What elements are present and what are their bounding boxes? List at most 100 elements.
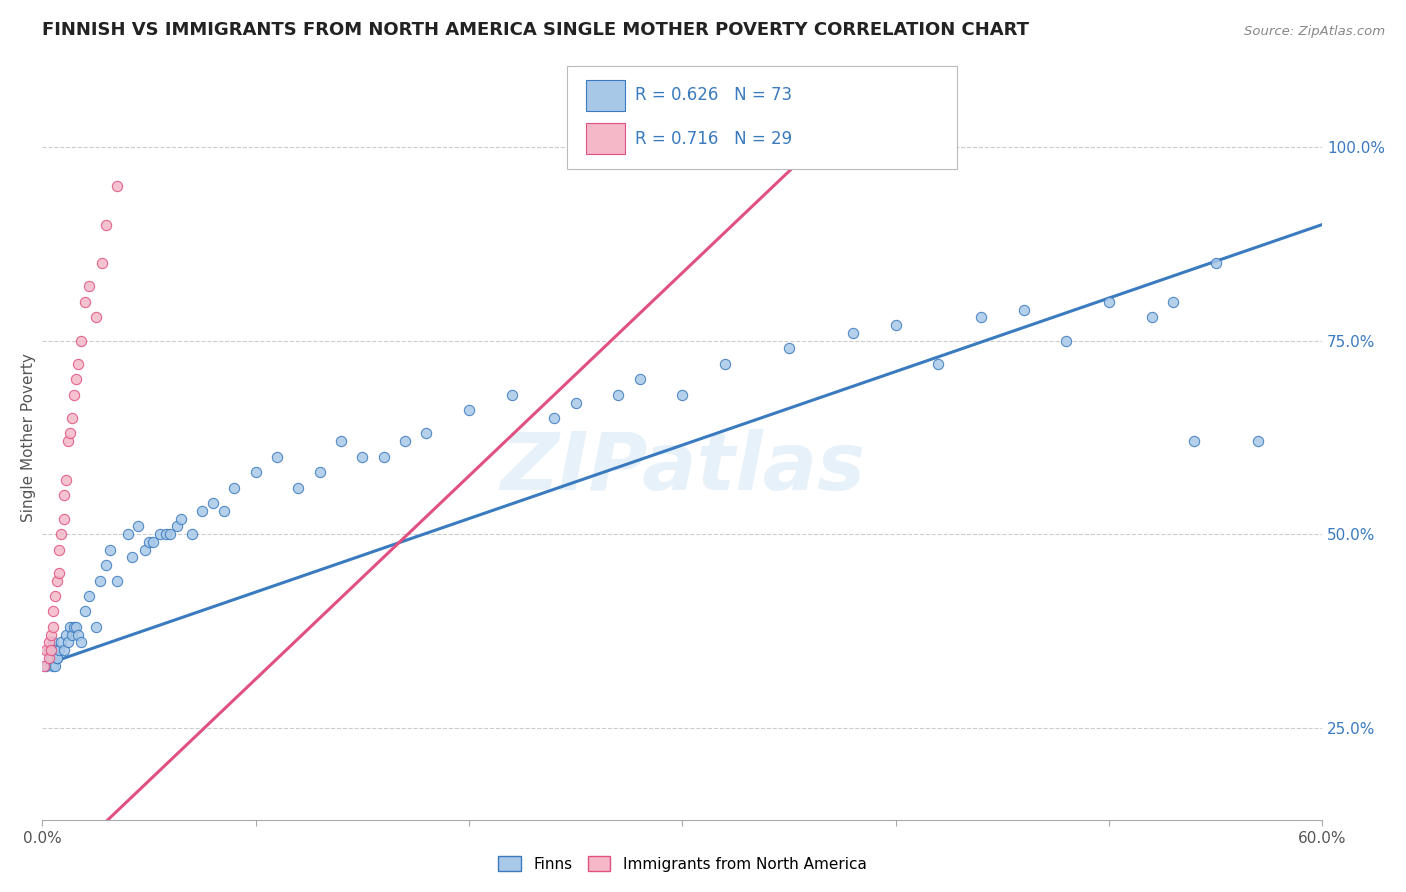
Point — [1098, 294, 1121, 309]
Point — [127, 519, 149, 533]
Point — [77, 279, 100, 293]
Point — [46, 651, 69, 665]
Point — [212, 504, 235, 518]
Point — [564, 395, 586, 409]
Point — [373, 450, 395, 464]
Point — [63, 388, 86, 402]
Point — [1140, 310, 1163, 325]
Point — [52, 643, 75, 657]
Point — [42, 635, 65, 649]
Legend: Finns, Immigrants from North America: Finns, Immigrants from North America — [492, 850, 873, 878]
Point — [308, 465, 330, 479]
Point — [415, 426, 437, 441]
Point — [56, 434, 79, 449]
Point — [44, 589, 66, 603]
Point — [155, 527, 177, 541]
Text: R = 0.716   N = 29: R = 0.716 N = 29 — [636, 129, 792, 147]
Point — [714, 357, 737, 371]
Point — [96, 558, 118, 572]
Point — [100, 542, 122, 557]
Point — [77, 589, 100, 603]
Point — [59, 426, 82, 441]
Text: ZIPatlas: ZIPatlas — [499, 429, 865, 507]
Point — [607, 388, 630, 402]
Point — [65, 620, 87, 634]
Point — [73, 605, 96, 619]
Point — [39, 643, 62, 657]
Point — [927, 357, 949, 371]
Point — [44, 643, 66, 657]
Point — [44, 658, 66, 673]
Point — [69, 334, 91, 348]
Point — [67, 357, 90, 371]
Point — [170, 511, 193, 525]
Point — [287, 481, 309, 495]
Point — [35, 643, 58, 657]
Point — [970, 310, 993, 325]
Point — [138, 534, 160, 549]
Point — [69, 635, 91, 649]
Point — [180, 527, 202, 541]
Point — [1247, 434, 1270, 449]
Point — [166, 519, 188, 533]
Point — [543, 411, 565, 425]
Point — [1054, 334, 1077, 348]
Point — [51, 635, 73, 649]
Point — [89, 574, 111, 588]
Point — [38, 643, 60, 657]
Bar — [586, 123, 624, 154]
Point — [55, 628, 77, 642]
Point — [52, 488, 75, 502]
Point — [84, 620, 107, 634]
Point — [34, 658, 56, 673]
Point — [224, 481, 246, 495]
Point — [159, 527, 181, 541]
Point — [60, 628, 83, 642]
Point — [48, 542, 70, 557]
Point — [38, 635, 60, 649]
Text: FINNISH VS IMMIGRANTS FROM NORTH AMERICA SINGLE MOTHER POVERTY CORRELATION CHART: FINNISH VS IMMIGRANTS FROM NORTH AMERICA… — [42, 21, 1029, 39]
Point — [39, 651, 62, 665]
Point — [42, 605, 65, 619]
Point — [91, 256, 114, 270]
Point — [38, 651, 60, 665]
Bar — [586, 80, 624, 111]
Point — [59, 620, 82, 634]
Point — [60, 411, 83, 425]
Point — [394, 434, 416, 449]
Point — [142, 534, 165, 549]
Point — [35, 658, 58, 673]
Point — [73, 294, 96, 309]
Point — [84, 310, 107, 325]
Point — [1161, 294, 1184, 309]
Point — [46, 651, 69, 665]
Point — [245, 465, 267, 479]
Point — [201, 496, 224, 510]
Point — [52, 511, 75, 525]
Point — [48, 643, 70, 657]
Point — [842, 326, 865, 340]
FancyBboxPatch shape — [567, 66, 957, 169]
Text: R = 0.626   N = 73: R = 0.626 N = 73 — [636, 87, 792, 104]
Point — [329, 434, 352, 449]
Point — [65, 372, 87, 386]
Point — [105, 574, 128, 588]
Point — [121, 550, 143, 565]
Point — [884, 318, 907, 333]
Point — [117, 527, 139, 541]
Point — [42, 620, 65, 634]
Point — [458, 403, 481, 417]
Point — [134, 542, 156, 557]
Point — [67, 628, 90, 642]
Point — [42, 658, 65, 673]
Point — [46, 574, 69, 588]
Point — [1205, 256, 1227, 270]
Point — [778, 342, 800, 356]
Point — [191, 504, 214, 518]
Point — [55, 473, 77, 487]
Text: Source: ZipAtlas.com: Source: ZipAtlas.com — [1244, 25, 1385, 38]
Point — [63, 620, 86, 634]
Point — [105, 178, 128, 193]
Point — [1012, 302, 1035, 317]
Point — [501, 388, 523, 402]
